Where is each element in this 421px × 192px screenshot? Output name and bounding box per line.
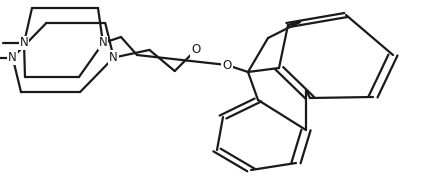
Text: N: N [20, 36, 28, 50]
Text: N: N [99, 36, 107, 50]
Text: N: N [109, 51, 118, 64]
Text: O: O [222, 59, 232, 71]
Text: O: O [191, 43, 200, 56]
Text: N: N [8, 51, 17, 64]
